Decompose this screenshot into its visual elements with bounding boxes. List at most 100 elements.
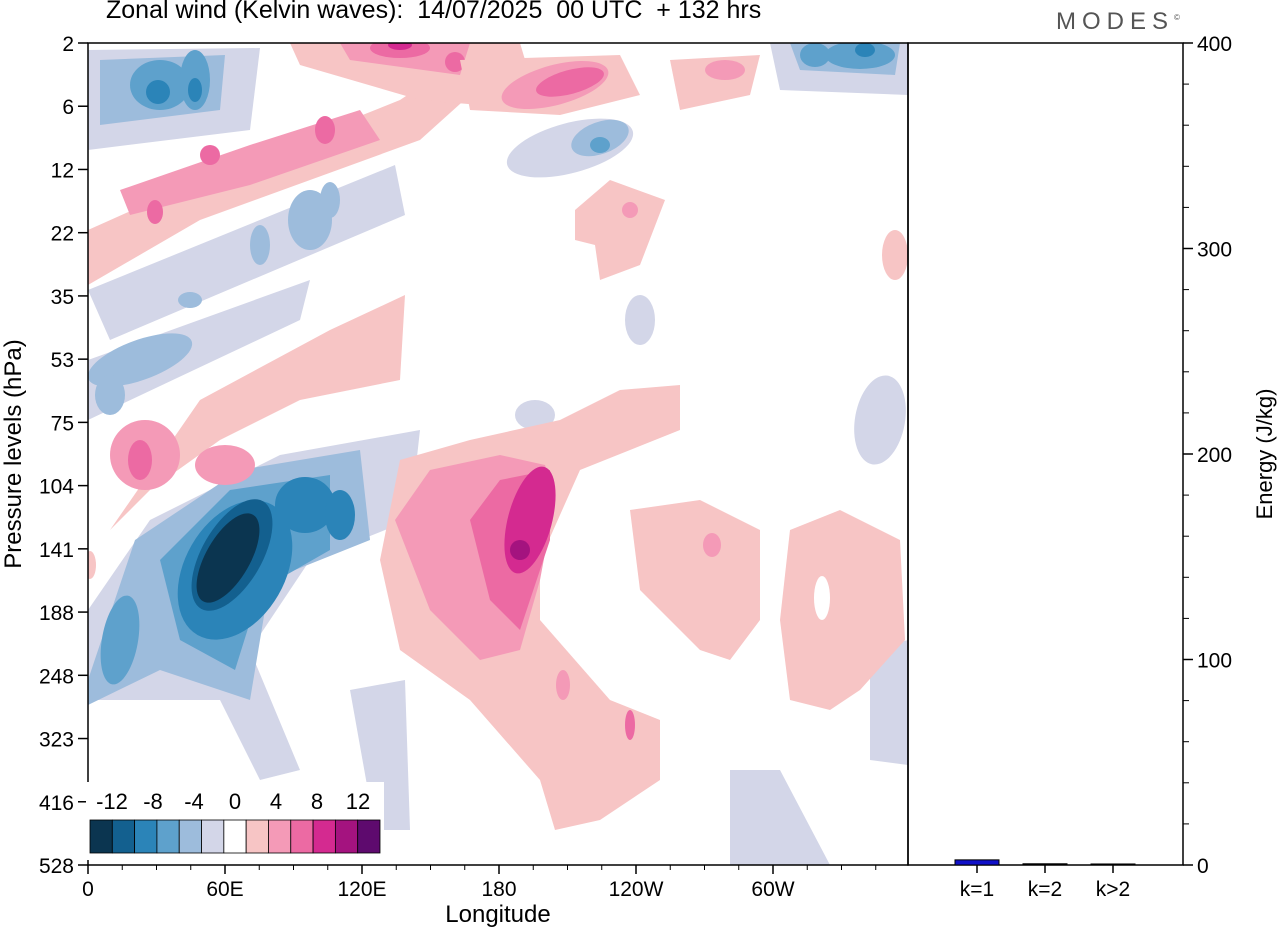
energy-bar xyxy=(1022,863,1068,866)
wind-contour xyxy=(370,43,430,58)
colorbar-swatch xyxy=(245,819,269,854)
energy-tick-label: 100 xyxy=(1197,650,1232,673)
wind-contour xyxy=(196,513,260,603)
y-tick-label: 248 xyxy=(39,665,74,688)
wind-contour xyxy=(315,116,335,144)
y-axis-label: Pressure levels (hPa) xyxy=(0,339,27,568)
y-tick-label: 35 xyxy=(51,286,74,309)
energy-bar xyxy=(1090,863,1136,866)
y-tick-label: 12 xyxy=(51,159,74,182)
wind-contour xyxy=(705,60,745,80)
wind-contour xyxy=(146,80,170,104)
modes-logo: MODES© xyxy=(1056,8,1180,35)
y-tick-label: 6 xyxy=(62,96,74,119)
wind-contour xyxy=(250,225,270,265)
wind-field xyxy=(88,43,908,865)
wind-contour xyxy=(814,576,830,620)
wind-contour xyxy=(590,137,610,153)
y-tick-label: 416 xyxy=(39,792,74,815)
colorbar-label: -12 xyxy=(96,789,128,814)
colorbar-swatch xyxy=(156,819,180,854)
wind-contour xyxy=(88,280,310,420)
wind-contour xyxy=(780,510,905,710)
colorbar-label: 12 xyxy=(346,789,370,814)
colorbar-swatch xyxy=(268,819,292,854)
wind-contour xyxy=(110,295,405,530)
wind-contour xyxy=(95,375,125,415)
y-tick-label: 104 xyxy=(39,476,74,499)
energy-category-label: k=2 xyxy=(1028,878,1062,901)
energy-category-label: k=1 xyxy=(960,878,994,901)
energy-plot-frame xyxy=(907,42,1184,866)
colorbar-swatch xyxy=(89,819,113,854)
y-tick-label: 323 xyxy=(39,729,74,752)
wind-contour xyxy=(325,490,355,540)
wind-contour xyxy=(120,110,380,215)
colorbar-label: 8 xyxy=(311,789,323,814)
y-tick-label: 2 xyxy=(62,33,74,56)
colorbar-label: -4 xyxy=(184,789,204,814)
x-tick-label: 120W xyxy=(609,878,664,901)
colorbar-swatch xyxy=(223,819,247,854)
colorbar-swatch xyxy=(334,819,359,854)
y-tick-label: 75 xyxy=(51,412,74,435)
wind-contour xyxy=(515,400,555,430)
wind-contour xyxy=(800,43,830,67)
wind-contour xyxy=(100,595,140,685)
energy-tick-label: 400 xyxy=(1197,33,1232,56)
wind-contour xyxy=(445,52,465,72)
wind-contour xyxy=(703,533,721,557)
wind-contour xyxy=(506,118,634,178)
x-tick-label: 60E xyxy=(206,878,243,901)
colorbar-swatch xyxy=(178,819,202,854)
colorbar-swatch xyxy=(111,819,136,854)
wind-contour xyxy=(128,440,152,480)
energy-bar xyxy=(954,859,1000,866)
wind-contour xyxy=(320,182,340,218)
wind-contour xyxy=(188,78,202,102)
energy-tick-label: 200 xyxy=(1197,444,1232,467)
y-tick-label: 528 xyxy=(39,855,74,878)
x-axis-label: Longitude xyxy=(445,901,550,928)
colorbar-label: 0 xyxy=(229,789,241,814)
wind-contour xyxy=(630,500,760,660)
energy-category-label: k>2 xyxy=(1096,878,1130,901)
colorbar-swatch xyxy=(201,819,225,854)
wind-contour xyxy=(350,680,410,830)
colorbar-swatch xyxy=(312,819,336,854)
colorbar-swatch xyxy=(357,819,381,854)
chart-title: Zonal wind (Kelvin waves): 14/07/2025 00… xyxy=(106,0,762,24)
energy-axis-label: Energy (J/kg) xyxy=(1252,389,1277,520)
x-tick-label: 180 xyxy=(481,878,516,901)
wind-contour xyxy=(200,145,220,165)
wind-contour xyxy=(556,670,570,700)
wind-contour xyxy=(730,770,830,865)
x-tick-label: 0 xyxy=(82,878,94,901)
colorbar-label: 4 xyxy=(270,789,282,814)
colorbar-swatch xyxy=(134,819,158,854)
energy-tick-label: 300 xyxy=(1197,239,1232,262)
wind-contour xyxy=(88,551,96,579)
wind-contour xyxy=(622,202,638,218)
colorbar-swatch xyxy=(290,819,314,854)
wind-contour xyxy=(275,477,335,533)
y-tick-label: 188 xyxy=(39,602,74,625)
wind-contour xyxy=(575,180,665,280)
x-tick-label: 60W xyxy=(751,878,794,901)
wind-contour xyxy=(178,292,202,308)
wind-contour xyxy=(882,230,908,280)
y-tick-label: 53 xyxy=(51,349,74,372)
wind-contour xyxy=(625,295,655,345)
wind-contour xyxy=(870,640,908,765)
colorbar: -12 -8 -4 0 4 8 12 xyxy=(86,782,384,860)
energy-tick-label: 0 xyxy=(1197,855,1209,878)
wind-contour xyxy=(854,375,906,465)
y-tick-label: 141 xyxy=(39,539,74,562)
wind-contour xyxy=(510,540,530,560)
wind-contour xyxy=(88,333,193,387)
wind-contour xyxy=(536,67,604,97)
wind-contour xyxy=(147,200,163,224)
colorbar-label: -8 xyxy=(143,789,163,814)
